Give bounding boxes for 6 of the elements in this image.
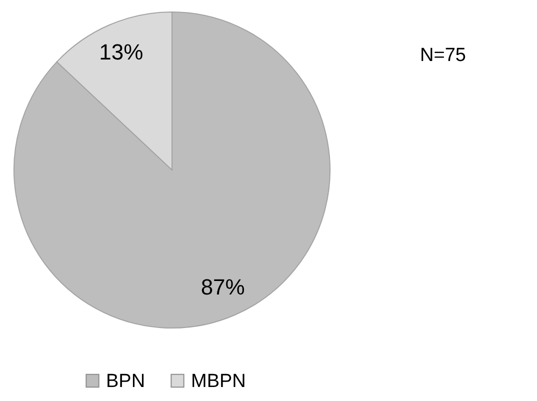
- data-label: 13%: [99, 40, 144, 65]
- data-label: 87%: [200, 274, 245, 300]
- legend-label: BPN: [106, 370, 146, 392]
- legend-label: MBPN: [191, 370, 246, 392]
- text: N=75: [420, 45, 466, 66]
- pie-slice: [14, 12, 330, 328]
